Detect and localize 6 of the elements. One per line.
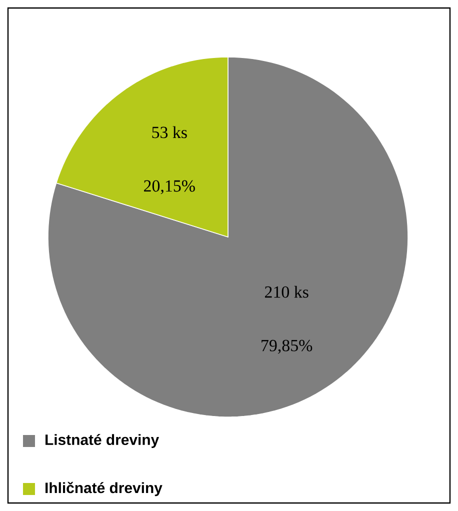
text: 79,85% [262,340,312,354]
text: 20,15% [144,180,195,194]
text: 53 ks [152,126,187,138]
legend-label: Listnaté dreviny [46,434,160,448]
legend-label: Ihličnaté dreviny [46,482,162,496]
text: 210 ks [265,286,308,298]
